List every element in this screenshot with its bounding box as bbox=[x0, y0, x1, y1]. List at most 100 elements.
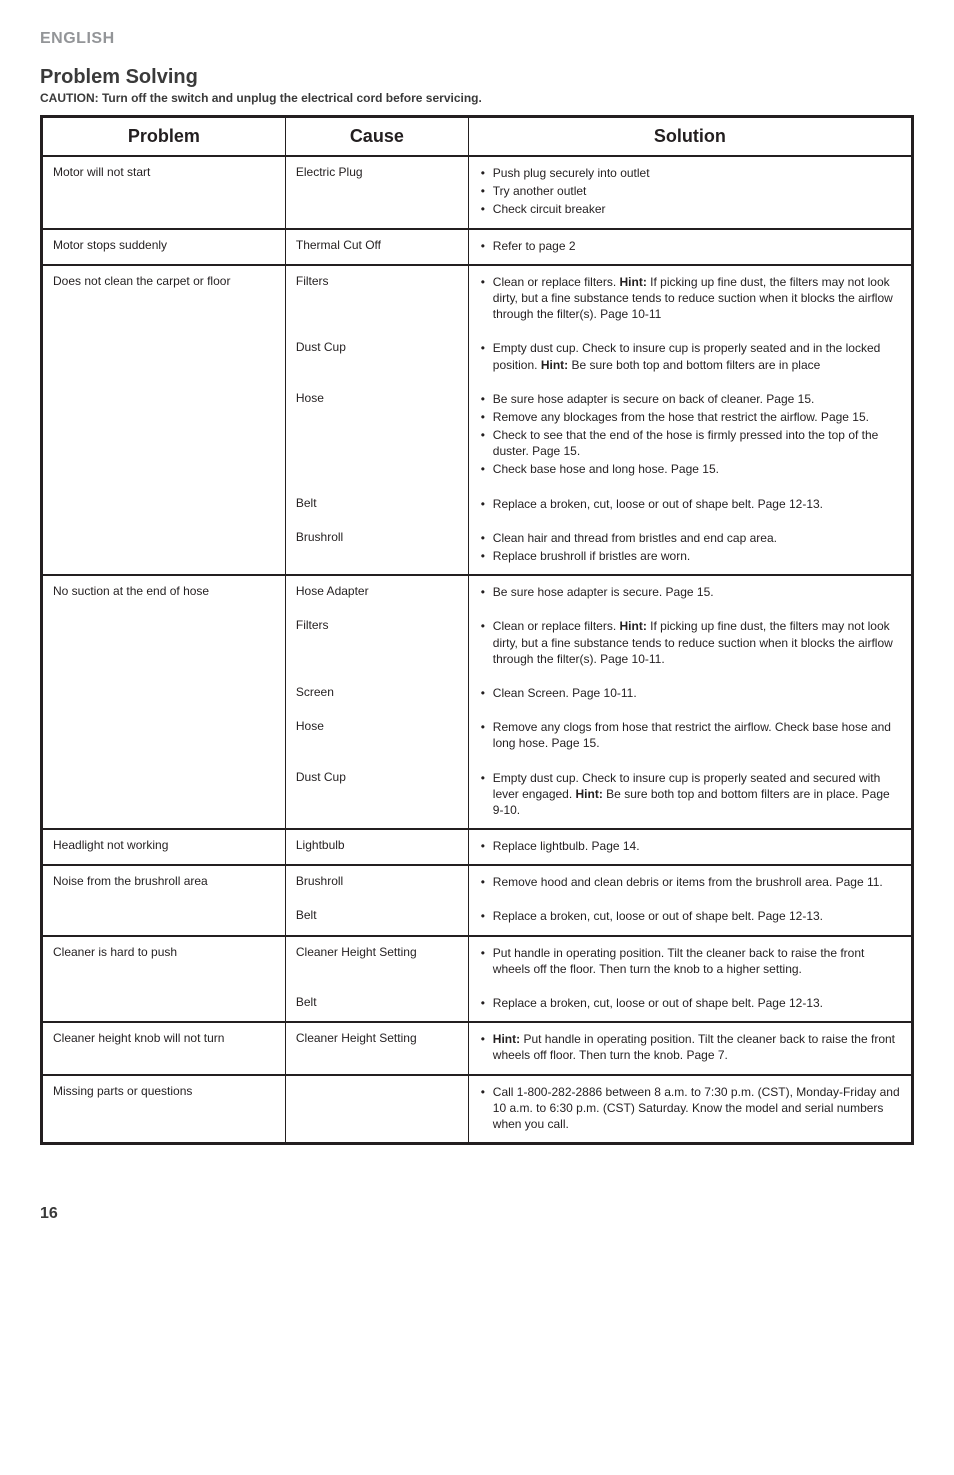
solution-item: Try another outlet bbox=[493, 183, 901, 199]
solution-item: Hint: Put handle in operating position. … bbox=[493, 1031, 901, 1063]
problem-cell bbox=[42, 522, 286, 575]
cause-cell: Hose Adapter bbox=[285, 575, 468, 610]
solution-item: Refer to page 2 bbox=[493, 238, 901, 254]
cause-cell: Dust Cup bbox=[285, 762, 468, 830]
solution-item: Clean Screen. Page 10-11. bbox=[493, 685, 901, 701]
table-row: Motor stops suddenlyThermal Cut Off Refer… bbox=[42, 229, 913, 265]
table-row: Cleaner height knob will not turnCleaner… bbox=[42, 1022, 913, 1074]
header-cause: Cause bbox=[285, 117, 468, 157]
cause-cell: Filters bbox=[285, 610, 468, 677]
solution-cell: Be sure hose adapter is secure on back o… bbox=[468, 383, 912, 488]
solution-item: Replace a broken, cut, loose or out of s… bbox=[493, 496, 901, 512]
problem-cell bbox=[42, 711, 286, 761]
table-row: No suction at the end of hoseHose Adapte… bbox=[42, 575, 913, 610]
cause-cell: Brushroll bbox=[285, 522, 468, 575]
solution-cell: Empty dust cup. Check to insure cup is p… bbox=[468, 762, 912, 830]
problem-cell: Does not clean the carpet or floor bbox=[42, 265, 286, 333]
cause-cell: Cleaner Height Setting bbox=[285, 1022, 468, 1074]
solution-item: Clean hair and thread from bristles and … bbox=[493, 530, 901, 546]
solution-cell: Clean hair and thread from bristles and … bbox=[468, 522, 912, 575]
problem-cell bbox=[42, 383, 286, 488]
solution-item: Be sure hose adapter is secure. Page 15. bbox=[493, 584, 901, 600]
solution-cell: Replace a broken, cut, loose or out of s… bbox=[468, 900, 912, 935]
problem-cell bbox=[42, 900, 286, 935]
table-row: Dust CupEmpty dust cup. Check to insure … bbox=[42, 762, 913, 830]
page-title: Problem Solving bbox=[40, 66, 914, 89]
solution-item: Check to see that the end of the hose is… bbox=[493, 427, 901, 459]
solution-item: Clean or replace filters. Hint: If picki… bbox=[493, 274, 901, 323]
problem-cell bbox=[42, 677, 286, 711]
cause-cell: Belt bbox=[285, 900, 468, 935]
table-row: Motor will not startElectric PlugPush pl… bbox=[42, 156, 913, 229]
cause-cell bbox=[285, 1075, 468, 1144]
cause-cell: Belt bbox=[285, 488, 468, 522]
solution-cell: Push plug securely into outlet Try anothe… bbox=[468, 156, 912, 229]
cause-cell: Cleaner Height Setting bbox=[285, 936, 468, 987]
cause-cell: Belt bbox=[285, 987, 468, 1022]
cause-cell: Lightbulb bbox=[285, 829, 468, 865]
troubleshooting-table: Problem Cause Solution Motor will not st… bbox=[40, 115, 914, 1145]
solution-cell: Clean or replace filters. Hint: If picki… bbox=[468, 265, 912, 333]
cause-cell: Filters bbox=[285, 265, 468, 333]
solution-cell: Call 1-800-282-2886 between 8 a.m. to 7:… bbox=[468, 1075, 912, 1144]
table-row: Cleaner is hard to pushCleaner Height Se… bbox=[42, 936, 913, 987]
table-row: Belt Replace a broken, cut, loose or out … bbox=[42, 488, 913, 522]
solution-item: Put handle in operating position. Tilt t… bbox=[493, 945, 901, 977]
solution-item: Replace a broken, cut, loose or out of s… bbox=[493, 995, 901, 1011]
solution-item: Check circuit breaker bbox=[493, 201, 901, 217]
table-row: Noise from the brushroll areaBrushroll Re… bbox=[42, 865, 913, 900]
solution-cell: Put handle in operating position. Tilt t… bbox=[468, 936, 912, 987]
solution-item: Replace a broken, cut, loose or out of s… bbox=[493, 908, 901, 924]
table-row: Filters Clean or replace filters. Hint: I… bbox=[42, 610, 913, 677]
caution-text: CAUTION: Turn off the switch and unplug … bbox=[40, 91, 914, 105]
solution-item: Push plug securely into outlet bbox=[493, 165, 901, 181]
table-row: Missing parts or questionsCall 1-800-282… bbox=[42, 1075, 913, 1144]
table-row: HoseRemove any clogs from hose that rest… bbox=[42, 711, 913, 761]
header-problem: Problem bbox=[42, 117, 286, 157]
cause-cell: Hose bbox=[285, 383, 468, 488]
table-row: Brushroll Clean hair and thread from bris… bbox=[42, 522, 913, 575]
solution-cell: Hint: Put handle in operating position. … bbox=[468, 1022, 912, 1074]
solution-item: Replace lightbulb. Page 14. bbox=[493, 838, 901, 854]
problem-cell bbox=[42, 488, 286, 522]
cause-cell: Hose bbox=[285, 711, 468, 761]
solution-cell: Remove hood and clean debris or items fr… bbox=[468, 865, 912, 900]
solution-cell: Clean or replace filters. Hint: If picki… bbox=[468, 610, 912, 677]
problem-cell: Motor will not start bbox=[42, 156, 286, 229]
language-label: ENGLISH bbox=[40, 30, 914, 48]
solution-cell: Replace a broken, cut, loose or out of s… bbox=[468, 987, 912, 1022]
problem-cell: Motor stops suddenly bbox=[42, 229, 286, 265]
header-solution: Solution bbox=[468, 117, 912, 157]
problem-cell: Cleaner height knob will not turn bbox=[42, 1022, 286, 1074]
table-row: HoseBe sure hose adapter is secure on ba… bbox=[42, 383, 913, 488]
solution-cell: Replace a broken, cut, loose or out of s… bbox=[468, 488, 912, 522]
cause-cell: Screen bbox=[285, 677, 468, 711]
problem-cell: Noise from the brushroll area bbox=[42, 865, 286, 900]
solution-item: Empty dust cup. Check to insure cup is p… bbox=[493, 340, 901, 372]
solution-cell: Clean Screen. Page 10-11. bbox=[468, 677, 912, 711]
table-row: Belt Replace a broken, cut, loose or out … bbox=[42, 987, 913, 1022]
solution-cell: Empty dust cup. Check to insure cup is p… bbox=[468, 332, 912, 382]
solution-item: Remove any blockages from the hose that … bbox=[493, 409, 901, 425]
table-row: Headlight not workingLightbulbReplace li… bbox=[42, 829, 913, 865]
cause-cell: Brushroll bbox=[285, 865, 468, 900]
table-row: Screen Clean Screen. Page 10-11. bbox=[42, 677, 913, 711]
problem-cell bbox=[42, 332, 286, 382]
cause-cell: Dust Cup bbox=[285, 332, 468, 382]
problem-cell bbox=[42, 987, 286, 1022]
table-row: Dust Cup Empty dust cup. Check to insure … bbox=[42, 332, 913, 382]
problem-cell bbox=[42, 762, 286, 830]
problem-cell: Cleaner is hard to push bbox=[42, 936, 286, 987]
problem-cell: No suction at the end of hose bbox=[42, 575, 286, 610]
cause-cell: Thermal Cut Off bbox=[285, 229, 468, 265]
cause-cell: Electric Plug bbox=[285, 156, 468, 229]
solution-item: Clean or replace filters. Hint: If picki… bbox=[493, 618, 901, 667]
solution-item: Check base hose and long hose. Page 15. bbox=[493, 461, 901, 477]
table-row: Belt Replace a broken, cut, loose or out … bbox=[42, 900, 913, 935]
solution-item: Call 1-800-282-2886 between 8 a.m. to 7:… bbox=[493, 1084, 901, 1133]
solution-item: Replace brushroll if bristles are worn. bbox=[493, 548, 901, 564]
solution-cell: Refer to page 2 bbox=[468, 229, 912, 265]
solution-cell: Be sure hose adapter is secure. Page 15. bbox=[468, 575, 912, 610]
solution-item: Remove hood and clean debris or items fr… bbox=[493, 874, 901, 890]
table-header-row: Problem Cause Solution bbox=[42, 117, 913, 157]
